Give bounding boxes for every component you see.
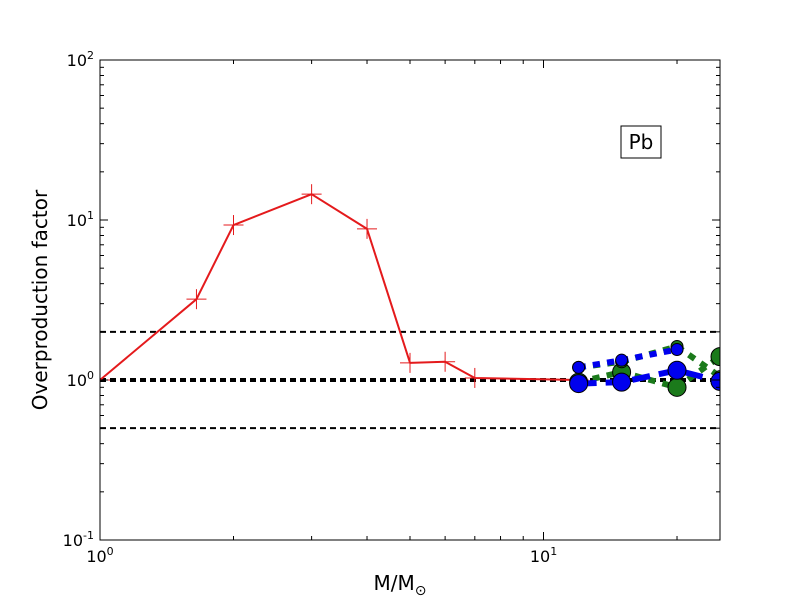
data-point-circle	[615, 353, 629, 367]
y-tick-label: 100	[67, 369, 94, 390]
data-point-circle	[670, 343, 684, 357]
x-tick-base: 10	[86, 547, 106, 566]
data-point-circle	[572, 360, 586, 374]
x-tick-exp: 0	[107, 545, 114, 558]
data-point-circle	[710, 347, 720, 367]
x-axis-label: M/M⊙	[374, 571, 427, 599]
data-point-circle	[667, 360, 687, 380]
series-markers	[100, 184, 720, 397]
series-line-1	[577, 354, 720, 391]
x-tick-exp: 1	[550, 545, 557, 558]
y-tick-base: 10	[63, 531, 83, 550]
x-tick-label: 100	[86, 545, 113, 566]
y-tick-exp: 1	[87, 209, 94, 222]
y-tick-base: 10	[67, 371, 87, 390]
data-point-circle	[569, 374, 589, 394]
series-line-2	[578, 343, 720, 380]
data-point-circle	[710, 371, 720, 391]
y-tick-base: 10	[67, 211, 87, 230]
x-tick-label: 101	[530, 545, 557, 566]
y-axis-label: Overproduction factor	[28, 189, 52, 410]
y-tick-exp: 2	[87, 49, 94, 62]
x-axis-label-sub: ⊙	[415, 583, 427, 599]
x-tick-base: 10	[530, 547, 550, 566]
annotation-frame	[620, 125, 662, 159]
plot-frame	[99, 59, 721, 541]
y-tick-exp: -1	[83, 529, 94, 542]
y-tick-base: 10	[67, 51, 87, 70]
y-tick-label: 102	[67, 49, 94, 70]
annotation-box: Pb	[620, 125, 662, 159]
annotation-label: Pb	[629, 130, 654, 154]
y-tick-label: 101	[67, 209, 94, 230]
x-axis-label-main: M/M	[374, 571, 415, 595]
data-point-circle	[612, 372, 632, 392]
data-point-circle	[667, 377, 687, 397]
y-tick-exp: 0	[87, 369, 94, 382]
reference-lines	[100, 330, 720, 430]
plot-background	[100, 60, 720, 540]
y-tick-label: 10-1	[63, 529, 94, 550]
series-line-3	[578, 367, 720, 387]
